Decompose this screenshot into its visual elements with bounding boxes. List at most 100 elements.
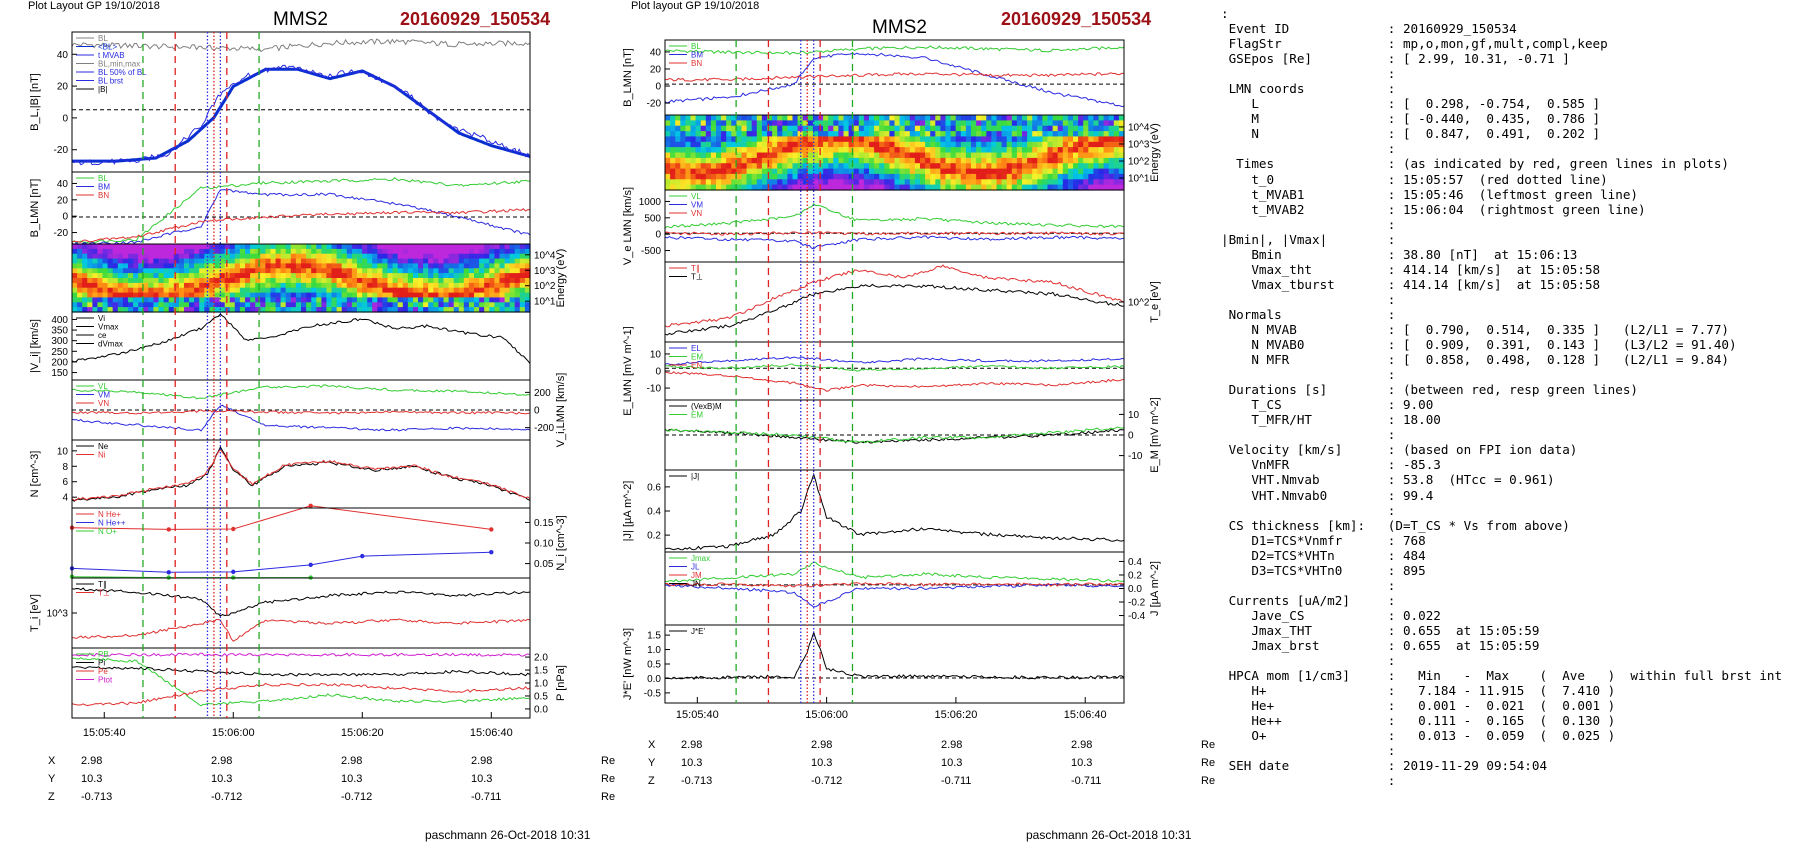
spectrogram-cell: [362, 297, 368, 303]
spectrogram-cell: [77, 253, 83, 260]
spectrogram-cell: [925, 141, 931, 148]
spectrogram-cell: [1052, 131, 1059, 138]
spectrogram-cell: [234, 282, 241, 289]
spectrogram-cell: [731, 131, 737, 138]
spectrogram-cell: [357, 297, 363, 303]
legend-label: t MVAB: [98, 51, 125, 60]
spectrogram-cell: [1067, 163, 1074, 170]
spectrogram-cell: [858, 125, 865, 132]
spectrogram-cell: [229, 297, 236, 303]
spectrogram-cell: [463, 297, 470, 303]
spectrogram-cell: [148, 302, 154, 308]
spectrogram-cell: [904, 179, 911, 186]
spectrogram-cell: [265, 248, 272, 255]
spectrogram-cell: [965, 184, 972, 191]
spectrogram-cell: [1032, 157, 1038, 164]
spectrogram-cell: [884, 131, 890, 138]
spectrogram-cell: [818, 179, 824, 186]
left-event-stamp: 20160929_150534: [400, 9, 551, 29]
spectrogram-cell: [77, 263, 83, 269]
spectrogram-cell: [463, 258, 470, 265]
spectrogram-cell: [341, 292, 348, 299]
spectrogram-cell: [955, 152, 962, 159]
spectrogram-cell: [194, 248, 200, 255]
legend-label: dVmax: [98, 340, 123, 349]
spectrogram-cell: [275, 282, 282, 289]
spectrogram-cell: [746, 157, 753, 164]
spectrogram-cell: [848, 141, 855, 148]
spectrogram-cell: [670, 131, 676, 138]
spectrogram-cell: [209, 287, 216, 294]
spectrogram-cell: [1118, 179, 1125, 186]
spectrogram-cell: [102, 287, 109, 294]
spectrogram-cell: [453, 263, 460, 269]
spectrogram-cell: [1037, 152, 1043, 159]
spectrogram-cell: [448, 258, 455, 265]
spectrogram-cell: [438, 273, 445, 279]
series-point: [308, 503, 313, 509]
spectrogram-cell: [853, 136, 860, 143]
spectrogram-cell: [1006, 163, 1013, 170]
spectrogram-cell: [402, 302, 409, 308]
spectrogram-cell: [1093, 136, 1100, 143]
spectrogram-cell: [321, 253, 328, 260]
spectrogram-cell: [685, 147, 692, 154]
spectrogram-cell: [245, 297, 251, 303]
spectrogram-cell: [87, 263, 93, 269]
spectrogram-cell: [812, 125, 819, 132]
y-tick-label: 200: [51, 357, 68, 368]
spectrogram-cell: [214, 244, 221, 250]
spectrogram-cell: [685, 152, 692, 159]
spectrogram-cell: [716, 157, 722, 164]
spectrogram-cell: [351, 248, 358, 255]
spectrogram-cell: [407, 263, 414, 269]
spectrogram-cell: [270, 258, 277, 265]
spectrogram-cell: [163, 282, 170, 289]
spectrogram-cell: [479, 248, 485, 255]
spectrogram-cell: [112, 292, 119, 299]
spectrogram-cell: [158, 287, 165, 294]
spectrogram-cell: [863, 141, 870, 148]
legend-label: <BL>: [98, 43, 117, 52]
spectrogram-cell: [879, 115, 885, 121]
spectrogram-cell: [904, 125, 911, 132]
spectrogram-cell: [940, 136, 947, 143]
spectrogram-cell: [802, 120, 809, 127]
spectrogram-cell: [965, 120, 972, 127]
spectrogram-cell: [741, 173, 748, 180]
spectrogram-cell: [950, 125, 957, 132]
spectrogram-cell: [971, 120, 977, 127]
spectrogram-cell: [204, 297, 210, 303]
spectrogram-cell: [726, 163, 732, 170]
spectrogram-cell: [930, 152, 936, 159]
spectrogram-cell: [853, 184, 860, 191]
spectrogram-cell: [285, 244, 292, 250]
spectrogram-cell: [726, 131, 732, 138]
spectrogram-cell: [1118, 115, 1125, 121]
spectrogram-cell: [848, 152, 855, 159]
spectrogram-cell: [812, 173, 819, 180]
spectrogram-cell: [690, 120, 697, 127]
spectrogram-cell: [382, 287, 389, 294]
spectrogram-cell: [1088, 136, 1094, 143]
spectrogram-cell: [909, 147, 916, 154]
spectrogram-cell: [812, 141, 819, 148]
spectrogram-cell: [224, 307, 231, 313]
spectrogram-cell: [731, 152, 737, 159]
spectrogram-cell: [700, 152, 707, 159]
spectrogram-cell: [889, 152, 896, 159]
spectrogram-cell: [797, 131, 804, 138]
spectrogram-cell: [443, 302, 450, 308]
spectrogram-cell: [367, 292, 373, 299]
y-tick-label: -10: [647, 384, 662, 395]
spectrogram-cell: [189, 273, 195, 279]
spectrogram-cell: [163, 248, 170, 255]
spectrogram-cell: [346, 292, 353, 299]
spectrogram-cell: [72, 244, 78, 250]
spectrogram-cell: [250, 244, 256, 250]
coord-unit: Re: [601, 755, 616, 767]
y-axis-label: |V_i| [km/s]: [29, 319, 41, 373]
spectrogram-cell: [346, 302, 353, 308]
spectrogram-cell: [72, 248, 78, 255]
spectrogram-cell: [996, 147, 1003, 154]
